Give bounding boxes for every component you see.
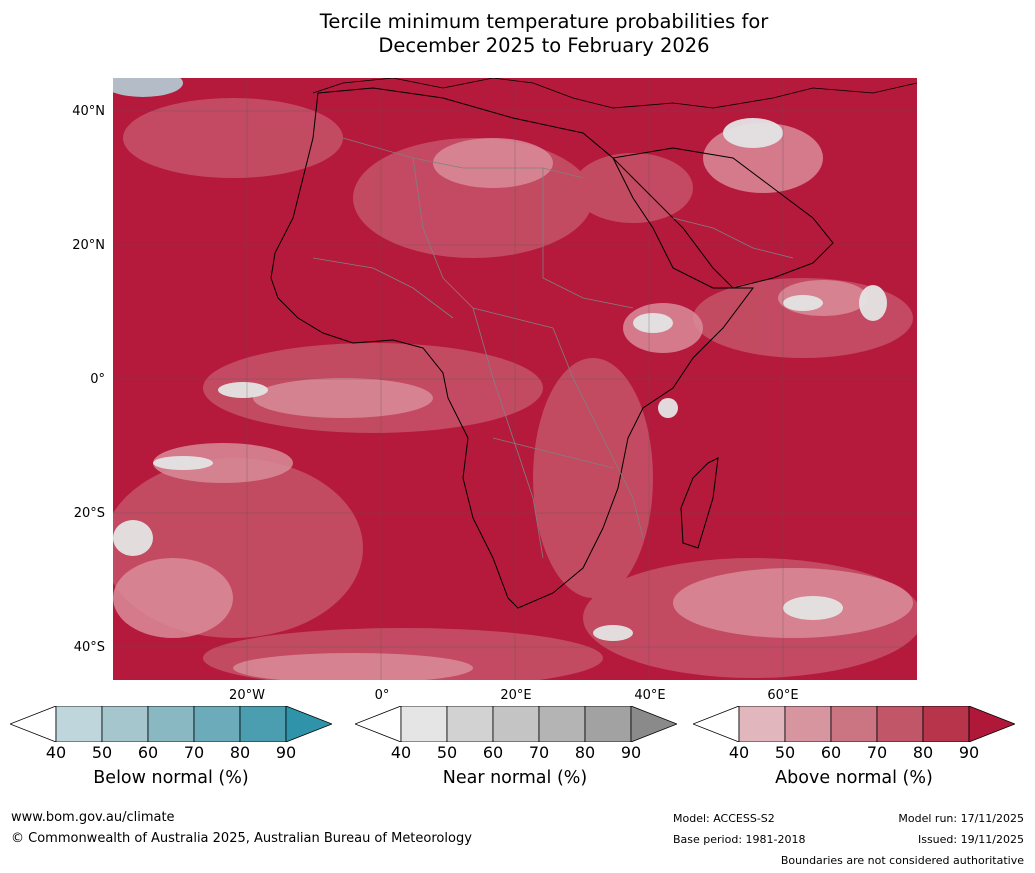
colorbar-low-extend bbox=[355, 706, 402, 742]
colorbar-tick-label: 40 bbox=[45, 743, 67, 762]
colorbar-label-below: Below normal (%) bbox=[93, 768, 249, 788]
colorbar-segment bbox=[538, 706, 586, 742]
footer-disclaimer: Boundaries are not considered authoritat… bbox=[780, 854, 1024, 867]
footer-issued: Issued: 19/11/2025 bbox=[917, 833, 1024, 846]
colorbar-near-svg bbox=[355, 706, 677, 742]
colorbar-segment bbox=[101, 706, 149, 742]
colorbar-tick-label: 90 bbox=[275, 743, 297, 762]
colorbar-tick-label: 50 bbox=[774, 743, 796, 762]
footer-website: www.bom.gov.au/climate bbox=[11, 810, 175, 825]
colorbar-tick-label: 80 bbox=[574, 743, 596, 762]
footer-copyright: © Commonwealth of Australia 2025, Austra… bbox=[11, 831, 472, 846]
colorbar-label-above: Above normal (%) bbox=[775, 768, 933, 788]
colorbar-above-normal bbox=[693, 706, 1015, 742]
lon-label-0: 0° bbox=[374, 688, 390, 703]
colorbar-tick-label: 40 bbox=[728, 743, 750, 762]
footer-base-period: Base period: 1981-2018 bbox=[673, 833, 806, 846]
colorbar-segment bbox=[830, 706, 878, 742]
lat-label-0: 0° bbox=[90, 372, 105, 387]
lat-label-20s: 20°S bbox=[73, 506, 105, 521]
probability-map bbox=[113, 78, 917, 680]
colorbar-tick-label: 70 bbox=[528, 743, 550, 762]
colorbar-near-normal bbox=[355, 706, 677, 742]
colorbar-high-extend bbox=[630, 706, 677, 742]
colorbar-segment bbox=[147, 706, 195, 742]
colorbar-low-extend bbox=[693, 706, 740, 742]
colorbar-label-near: Near normal (%) bbox=[442, 768, 588, 788]
colorbar-below-svg bbox=[10, 706, 332, 742]
colorbar-segment bbox=[239, 706, 287, 742]
colorbar-segment bbox=[492, 706, 540, 742]
colorbar-tick-label: 80 bbox=[229, 743, 251, 762]
colorbar-segment bbox=[55, 706, 103, 742]
lon-label-20w: 20°W bbox=[229, 688, 265, 703]
map-canvas bbox=[113, 78, 917, 680]
lat-label-40s: 40°S bbox=[73, 640, 105, 655]
colorbar-segment bbox=[922, 706, 970, 742]
colorbar-segment bbox=[193, 706, 241, 742]
colorbar-segment bbox=[738, 706, 786, 742]
colorbar-segment bbox=[446, 706, 494, 742]
lat-label-20n: 20°N bbox=[72, 238, 105, 253]
colorbar-segment bbox=[876, 706, 924, 742]
colorbar-tick-label: 90 bbox=[620, 743, 642, 762]
colorbar-above-svg bbox=[693, 706, 1015, 742]
lat-label-40n: 40°N bbox=[72, 104, 105, 119]
colorbar-segment bbox=[400, 706, 448, 742]
lon-label-20e: 20°E bbox=[500, 688, 532, 703]
lon-label-40e: 40°E bbox=[634, 688, 666, 703]
colorbar-segment bbox=[784, 706, 832, 742]
colorbar-below-normal bbox=[10, 706, 332, 742]
colorbar-high-extend bbox=[285, 706, 332, 742]
colorbar-tick-label: 70 bbox=[866, 743, 888, 762]
colorbar-tick-label: 50 bbox=[91, 743, 113, 762]
footer-model-run: Model run: 17/11/2025 bbox=[898, 812, 1024, 825]
colorbar-tick-label: 40 bbox=[390, 743, 412, 762]
chart-title: Tercile minimum temperature probabilitie… bbox=[0, 10, 1035, 58]
colorbar-high-extend bbox=[968, 706, 1015, 742]
title-line-2: December 2025 to February 2026 bbox=[378, 34, 710, 57]
colorbar-tick-label: 90 bbox=[958, 743, 980, 762]
colorbar-tick-label: 60 bbox=[137, 743, 159, 762]
colorbar-segment bbox=[584, 706, 632, 742]
colorbar-tick-label: 80 bbox=[912, 743, 934, 762]
footer-model: Model: ACCESS-S2 bbox=[673, 812, 775, 825]
lon-label-60e: 60°E bbox=[767, 688, 799, 703]
colorbar-low-extend bbox=[10, 706, 57, 742]
title-line-1: Tercile minimum temperature probabilitie… bbox=[319, 10, 769, 33]
colorbar-tick-label: 60 bbox=[482, 743, 504, 762]
colorbar-tick-label: 50 bbox=[436, 743, 458, 762]
colorbar-tick-label: 60 bbox=[820, 743, 842, 762]
colorbar-tick-label: 70 bbox=[183, 743, 205, 762]
